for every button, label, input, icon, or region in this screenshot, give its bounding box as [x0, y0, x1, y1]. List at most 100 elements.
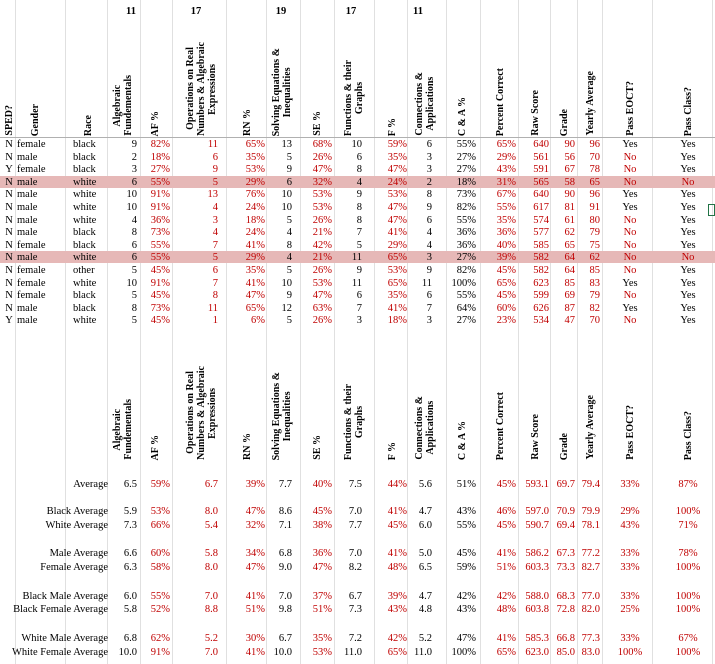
average-6-eoct[interactable]: 33% — [620, 591, 640, 602]
row-8-gender[interactable]: male — [17, 227, 38, 239]
top-header-func[interactable]: Functions & their Graphs — [336, 18, 372, 136]
row-2-rn[interactable]: 6 — [212, 151, 218, 163]
row-12-yearly[interactable]: 83 — [589, 277, 601, 289]
row-8-rn[interactable]: 4 — [212, 227, 218, 239]
average-3-eoct[interactable]: 43% — [620, 520, 640, 531]
bottom-header-func[interactable]: Functions & their Graphs — [336, 334, 372, 460]
row-14-raw[interactable]: 626 — [533, 302, 549, 314]
row-13-rnp[interactable]: 47% — [245, 290, 265, 302]
row-6-gender[interactable]: male — [17, 202, 38, 213]
row-9-eoct[interactable]: No — [623, 239, 637, 251]
row-8-race[interactable]: black — [73, 227, 96, 239]
bottom-header-pct[interactable]: Percent Correct — [484, 334, 516, 460]
row-5-eoct[interactable]: Yes — [622, 189, 638, 201]
average-8-pclass[interactable]: 67% — [678, 633, 698, 644]
row-4-race[interactable]: white — [73, 176, 97, 188]
row-4-afp[interactable]: 55% — [150, 176, 170, 188]
row-12-raw[interactable]: 623 — [533, 277, 549, 289]
row-5-ca[interactable]: 8 — [426, 189, 432, 201]
row-15-raw[interactable]: 534 — [533, 315, 549, 327]
row-15-pclass[interactable]: Yes — [680, 315, 696, 327]
row-3-raw[interactable]: 591 — [533, 164, 549, 176]
average-7-pct[interactable]: 48% — [496, 604, 516, 615]
row-6-ca[interactable]: 9 — [426, 202, 432, 213]
average-2-pclass[interactable]: 100% — [675, 506, 701, 517]
bottom-header-eoct[interactable]: Pass EOCT? — [614, 334, 646, 460]
average-4-rn[interactable]: 5.8 — [204, 548, 218, 559]
row-2-race[interactable]: black — [73, 151, 96, 163]
average-2-f[interactable]: 7.0 — [348, 506, 362, 517]
bottom-header-solve[interactable]: Solving Equations & Inequalities — [265, 334, 299, 460]
average-5-pct[interactable]: 51% — [496, 562, 516, 573]
row-15-eoct[interactable]: No — [623, 315, 637, 327]
row-3-eoct[interactable]: No — [623, 164, 637, 176]
row-13-sep[interactable]: 47% — [312, 290, 332, 302]
bottom-header-yearly[interactable]: Yearly Average — [578, 334, 602, 460]
row-13-pct[interactable]: 45% — [496, 290, 516, 302]
top-header-solve[interactable]: Solving Equations & Inequalities — [265, 18, 299, 136]
row-12-gender[interactable]: female — [17, 277, 46, 289]
row-11-race[interactable]: other — [73, 265, 95, 276]
average-6-ca[interactable]: 4.7 — [418, 591, 432, 602]
row-9-f[interactable]: 5 — [356, 239, 362, 251]
row-14-cap[interactable]: 64% — [456, 302, 476, 314]
row-10-rn[interactable]: 5 — [212, 252, 218, 264]
row-14-rnp[interactable]: 65% — [245, 302, 265, 314]
row-11-cap[interactable]: 82% — [456, 265, 476, 276]
average-2-eoct[interactable]: 29% — [620, 506, 640, 517]
average-6-se[interactable]: 7.0 — [278, 591, 292, 602]
average-8-ca[interactable]: 5.2 — [418, 633, 432, 644]
row-4-fp[interactable]: 24% — [387, 176, 407, 188]
average-1-rn[interactable]: 6.7 — [204, 479, 218, 490]
average-1-pct[interactable]: 45% — [496, 479, 516, 490]
average-4-se[interactable]: 6.8 — [278, 548, 292, 559]
average-7-se[interactable]: 9.8 — [278, 604, 292, 615]
average-5-sep[interactable]: 47% — [312, 562, 332, 573]
bottom-header-cap[interactable]: C & A % — [447, 334, 477, 460]
row-4-yearly[interactable]: 65 — [589, 176, 601, 188]
average-1-cap[interactable]: 51% — [456, 479, 476, 490]
average-5-raw[interactable]: 603.3 — [525, 562, 549, 573]
average-7-rn[interactable]: 8.8 — [204, 604, 218, 615]
average-7-cap[interactable]: 43% — [456, 604, 476, 615]
row-5-rnp[interactable]: 76% — [245, 189, 265, 201]
average-6-rnp[interactable]: 41% — [245, 591, 265, 602]
row-6-sep[interactable]: 53% — [312, 202, 332, 213]
average-6-af[interactable]: 6.0 — [123, 591, 137, 602]
row-15-afp[interactable]: 45% — [150, 315, 170, 327]
average-6-afp[interactable]: 55% — [150, 591, 170, 602]
row-8-af[interactable]: 8 — [131, 227, 137, 239]
average-8-cap[interactable]: 47% — [456, 633, 476, 644]
row-10-gender[interactable]: male — [17, 252, 38, 264]
bottom-header-sep[interactable]: SE % — [302, 334, 332, 460]
row-5-gender[interactable]: male — [17, 189, 38, 201]
average-3-rn[interactable]: 5.4 — [204, 520, 218, 531]
average-2-af[interactable]: 5.9 — [123, 506, 137, 517]
row-7-sep[interactable]: 26% — [312, 214, 332, 226]
row-8-grade[interactable]: 62 — [564, 227, 576, 239]
average-2-rn[interactable]: 8.0 — [204, 506, 218, 517]
row-9-af[interactable]: 6 — [131, 239, 137, 251]
row-11-f[interactable]: 9 — [356, 265, 362, 276]
average-8-f[interactable]: 7.2 — [348, 633, 362, 644]
average-4-cap[interactable]: 45% — [456, 548, 476, 559]
row-1-af[interactable]: 9 — [131, 139, 137, 150]
average-9-sep[interactable]: 53% — [312, 647, 332, 658]
row-6-afp[interactable]: 91% — [150, 202, 170, 213]
row-13-eoct[interactable]: No — [623, 290, 637, 302]
row-4-rn[interactable]: 5 — [212, 176, 218, 188]
row-15-cap[interactable]: 27% — [456, 315, 476, 327]
average-6-fp[interactable]: 39% — [387, 591, 407, 602]
row-5-af[interactable]: 10 — [126, 189, 138, 201]
row-11-af[interactable]: 5 — [131, 265, 137, 276]
row-8-yearly[interactable]: 79 — [589, 227, 601, 239]
row-4-sep[interactable]: 32% — [312, 176, 332, 188]
row-9-rnp[interactable]: 41% — [245, 239, 265, 251]
row-5-sped[interactable]: N — [5, 189, 13, 201]
top-header-ops[interactable]: Operations on Real Numbers & Algebraic E… — [178, 18, 224, 136]
row-8-se[interactable]: 4 — [286, 227, 292, 239]
row-8-ca[interactable]: 4 — [426, 227, 432, 239]
row-6-eoct[interactable]: Yes — [622, 202, 638, 213]
average-1-afp[interactable]: 59% — [150, 479, 170, 490]
average-2-yearly[interactable]: 79.9 — [581, 506, 600, 517]
